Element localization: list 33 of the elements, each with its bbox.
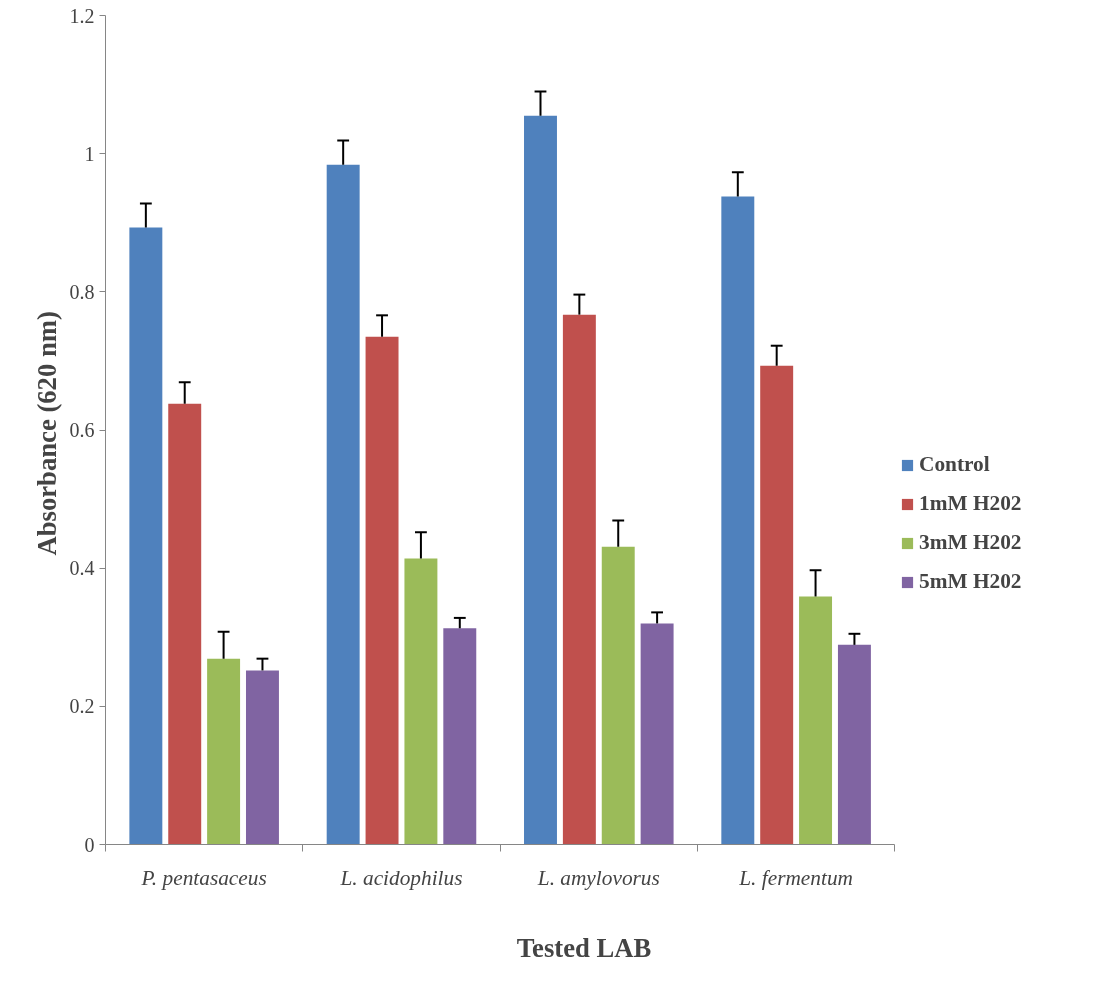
bar (365, 336, 399, 845)
y-tick-label: 0 (84, 833, 95, 856)
y-tick-label: 1.2 (69, 4, 95, 27)
bar (207, 658, 241, 845)
bar (760, 365, 794, 845)
bar (443, 628, 477, 845)
x-tick-label: L. acidophilus (339, 865, 463, 890)
y-tick-label: 0.2 (69, 695, 95, 718)
x-tick-label: L. amylovorus (536, 865, 660, 890)
bar (601, 546, 635, 845)
x-axis-title: Tested LAB (516, 932, 652, 963)
y-tick-label: 1 (84, 142, 95, 165)
bar (524, 115, 557, 845)
bar (404, 558, 438, 845)
bar (245, 670, 279, 845)
bar (799, 596, 833, 845)
y-tick-label: 0.8 (69, 280, 95, 303)
legend-label: Control (919, 452, 990, 477)
y-tick-label: 0.6 (69, 419, 95, 441)
y-axis-title: Absorbance (620 nm) (31, 311, 62, 556)
bar (562, 314, 596, 845)
legend-label: 3mM H202 (919, 530, 1022, 555)
bar (326, 164, 360, 845)
bar (837, 644, 871, 845)
bar (721, 196, 755, 845)
y-tick-label: 0.4 (69, 557, 95, 580)
bar (168, 403, 202, 845)
x-tick-label: P. pentasaceus (140, 865, 267, 890)
bar (640, 623, 674, 845)
legend-label: 1mM H202 (919, 491, 1022, 516)
legend-label: 5mM H202 (919, 569, 1022, 594)
x-tick-label: L. fermentum (738, 865, 853, 890)
bar (129, 227, 163, 845)
